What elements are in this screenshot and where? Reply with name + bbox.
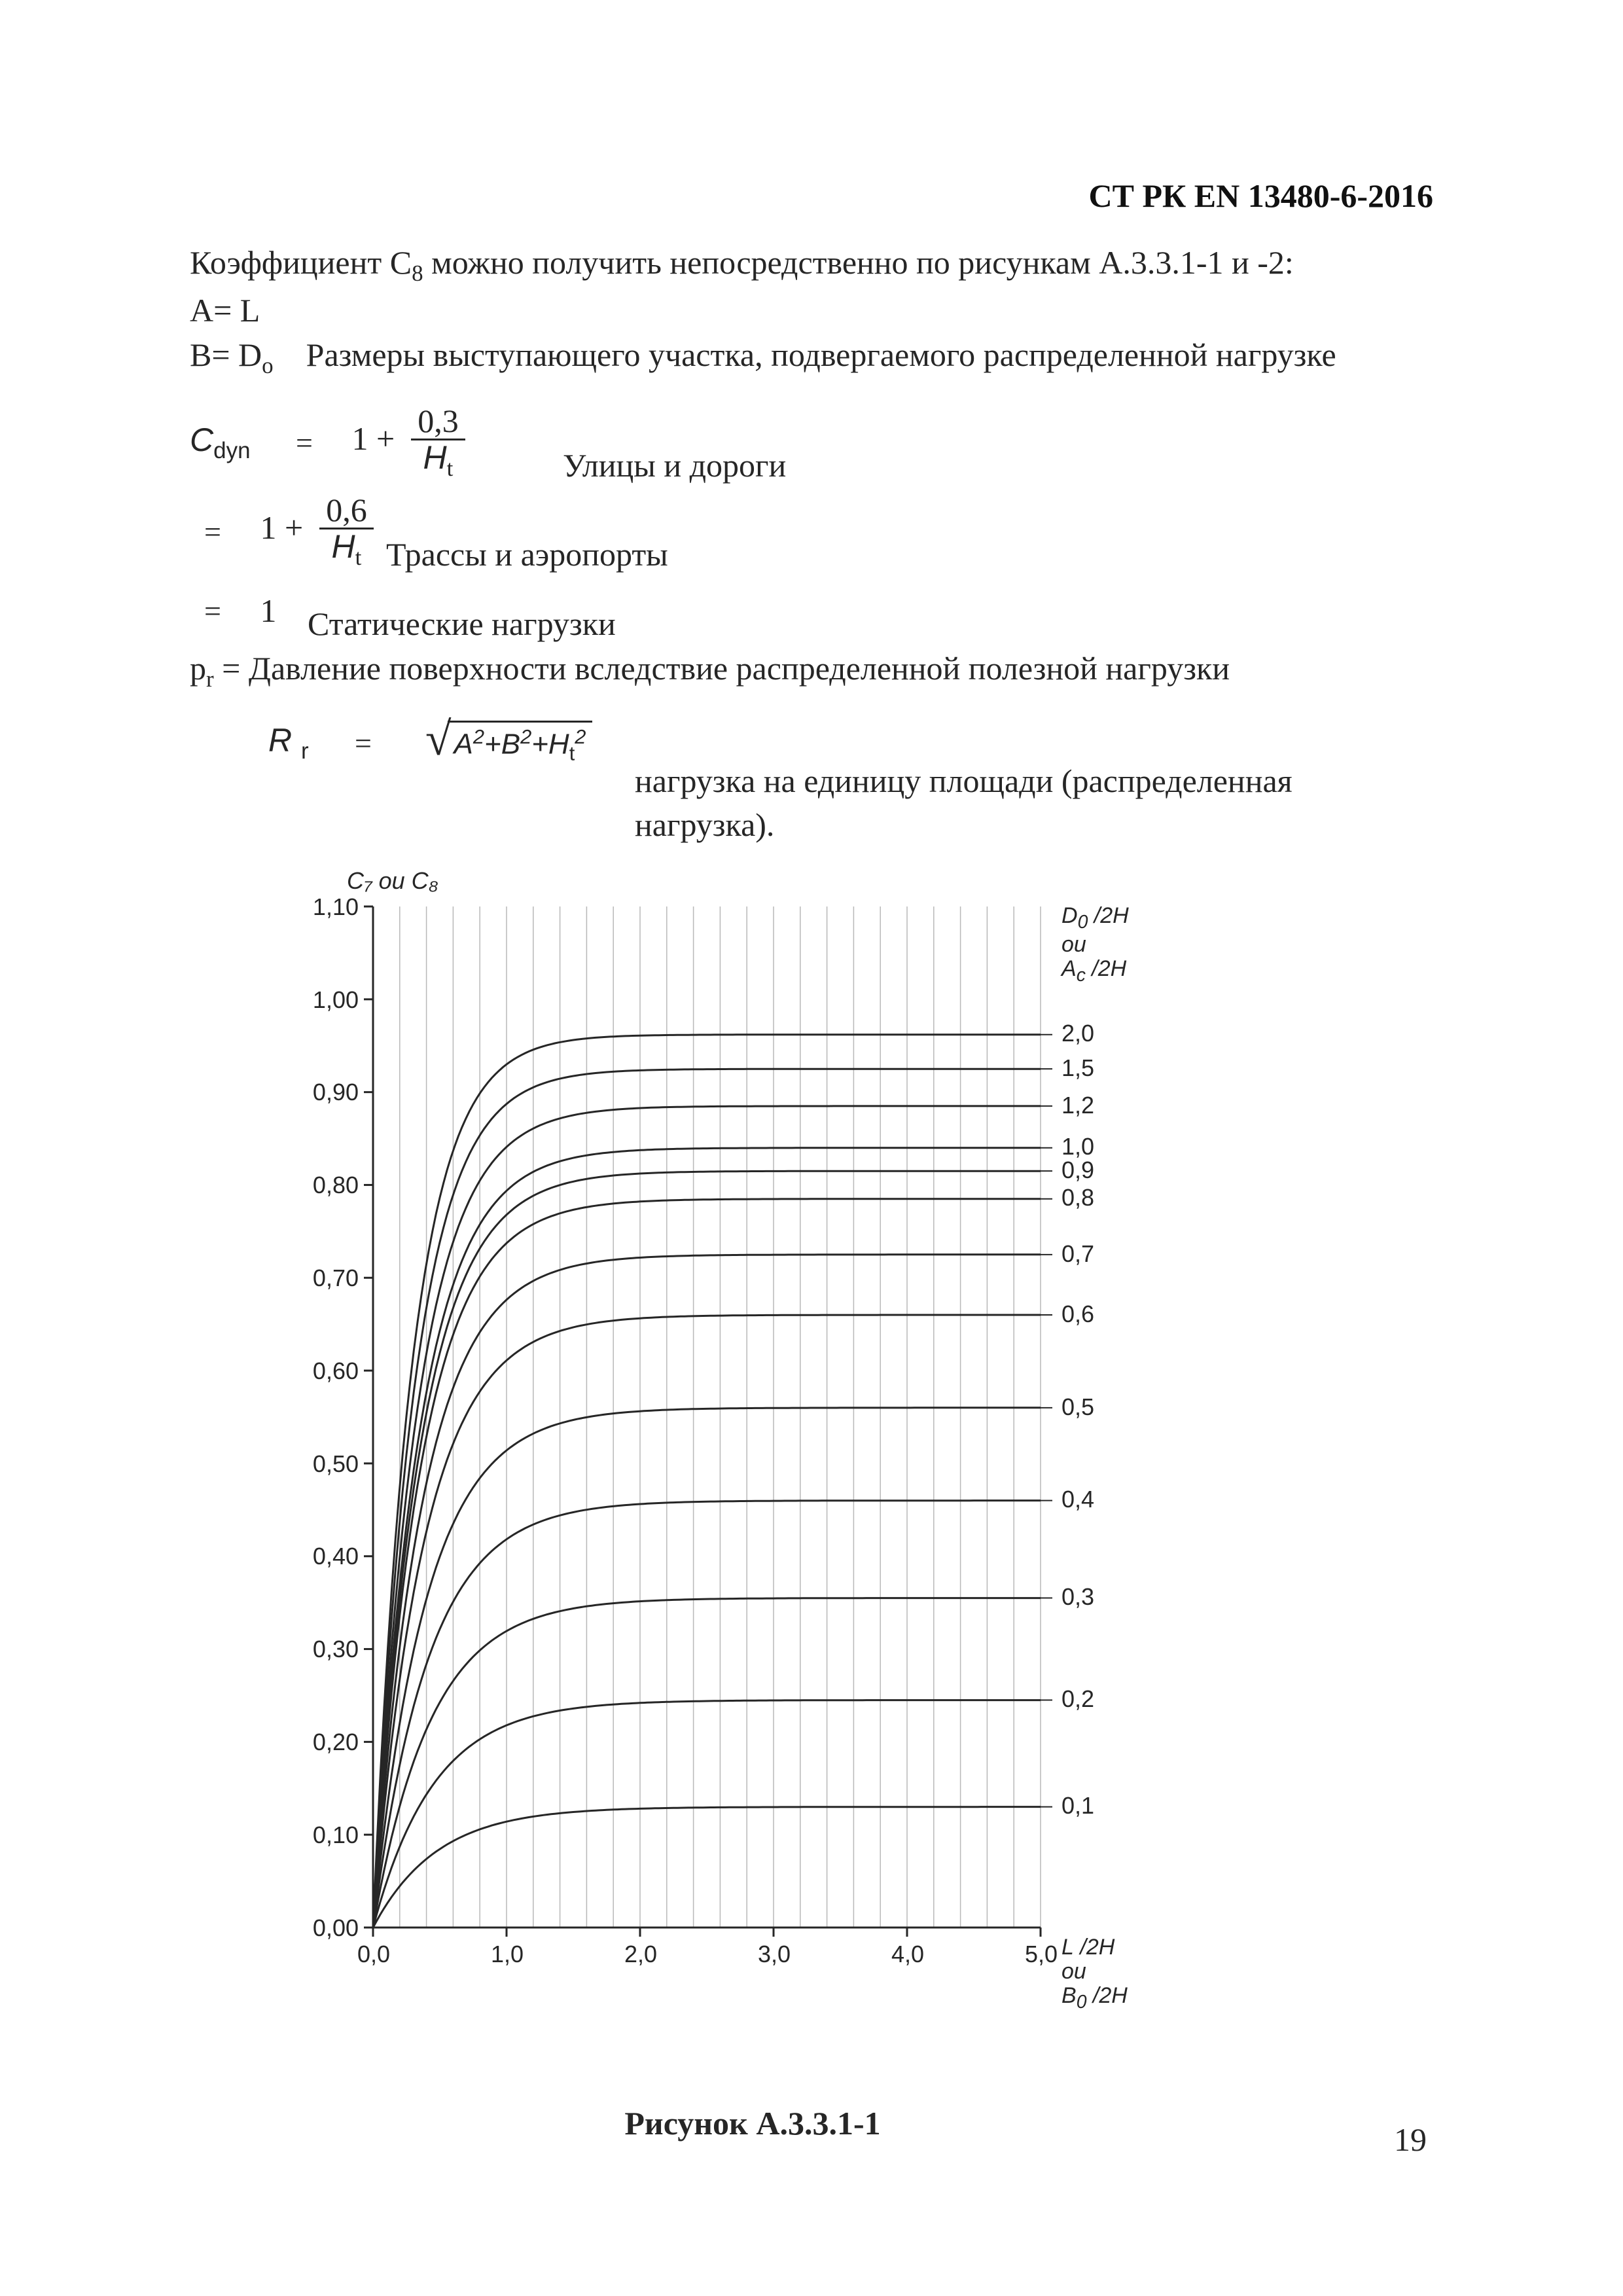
series-label: 2,0	[1061, 1020, 1094, 1047]
ytick-label: 1,00	[313, 986, 359, 1014]
chart-svg	[288, 867, 1099, 1967]
ytick-label: 0,20	[313, 1729, 359, 1756]
xtick-label: 2,0	[624, 1941, 657, 1968]
text: H	[423, 439, 447, 476]
rr-symbol: R r	[268, 721, 340, 764]
series-label: 1,2	[1061, 1092, 1094, 1119]
equals: =	[340, 726, 386, 761]
text: нагрузка).	[635, 806, 774, 843]
text: = Давление поверхности вследствие распре…	[214, 650, 1230, 687]
series-label: 0,2	[1061, 1685, 1094, 1713]
fraction: 0,3 Ht	[411, 404, 465, 480]
xtick-label: 5,0	[1025, 1941, 1058, 1968]
c8-sub: 8	[412, 260, 423, 286]
pr-line: pr = Давление поверхности вследствие рас…	[190, 647, 1433, 694]
text: R	[268, 722, 292, 759]
airport-note: Трассы и аэропорты	[386, 535, 668, 573]
text: 1 +	[260, 509, 304, 546]
series-legend-header: D0 /2HouAc /2H	[1061, 904, 1129, 986]
do-sub: o	[262, 353, 274, 378]
text: p	[190, 650, 206, 687]
sqrt: √ A2+B2+Ht2	[425, 721, 592, 765]
series-label: 0,3	[1061, 1583, 1094, 1611]
ytick-label: 0,50	[313, 1450, 359, 1478]
figure-caption: Рисунок A.3.3.1-1	[288, 2104, 1217, 2142]
ytick-label: 0,00	[313, 1914, 359, 1942]
equals: =	[190, 594, 236, 628]
numerator: 0,3	[411, 404, 465, 440]
xtick-label: 3,0	[758, 1941, 791, 1968]
chart-ytitle: C₇ ou C₈	[347, 867, 438, 895]
text: 1 +	[352, 420, 395, 457]
series-label: 0,1	[1061, 1792, 1094, 1820]
text: можно получить непосредственно по рисунк…	[423, 244, 1294, 281]
series-label: 1,5	[1061, 1054, 1094, 1082]
road-note: Улицы и дороги	[563, 446, 786, 484]
cdyn-rhs-1: 1 + 0,3 Ht	[327, 404, 537, 480]
text: r	[301, 738, 309, 764]
ytick-label: 1,10	[313, 893, 359, 921]
text: Коэффициент C	[190, 244, 412, 281]
doc-header: СТ РК EN 13480-6-2016	[190, 177, 1433, 215]
series-label: 0,6	[1061, 1300, 1094, 1328]
xaxis-rhs-label: L /2HouB0 /2H	[1061, 1935, 1128, 2013]
cdyn-symbol: Cdyn	[190, 421, 281, 464]
b-equals-do: B= Do Размеры выступающего участка, подв…	[190, 333, 1433, 381]
text: 2	[575, 725, 586, 748]
ytick-label: 0,10	[313, 1821, 359, 1849]
intro-line: Коэффициент C8 можно получить непосредст…	[190, 241, 1433, 289]
text: нагрузка на единицу площади (распределен…	[635, 762, 1293, 799]
ytick-label: 0,70	[313, 1265, 359, 1292]
text: Размеры выступающего участка, подвергаем…	[298, 336, 1336, 373]
text: r	[206, 666, 214, 692]
ytick-label: 0,80	[313, 1172, 359, 1199]
xtick-label: 4,0	[891, 1941, 924, 1968]
series-label: 0,5	[1061, 1393, 1094, 1421]
static-note: Статические нагрузки	[308, 605, 616, 643]
load-note: нагрузка на единицу площади (распределен…	[635, 759, 1433, 848]
equals: =	[281, 425, 327, 460]
xtick-label: 0,0	[357, 1941, 390, 1968]
ytick-label: 0,90	[313, 1079, 359, 1106]
denominator: Ht	[411, 440, 465, 481]
rr-rhs: √ A2+B2+Ht2	[425, 721, 592, 765]
denominator: Ht	[319, 529, 374, 570]
fraction: 0,6 Ht	[319, 493, 374, 569]
text: t	[447, 456, 454, 481]
text: t	[355, 545, 362, 570]
equals: =	[190, 514, 236, 549]
series-label: 0,8	[1061, 1184, 1094, 1211]
text: t	[569, 742, 575, 765]
text: H	[332, 528, 355, 565]
radicand: A2+B2+Ht2	[448, 721, 593, 765]
chart-area: 0,000,100,200,300,400,500,600,700,800,90…	[288, 867, 1099, 2065]
series-label: 0,4	[1061, 1486, 1094, 1513]
text: C	[190, 422, 213, 458]
ytick-label: 0,40	[313, 1543, 359, 1570]
text: B= D	[190, 336, 262, 373]
numerator: 0,6	[319, 493, 374, 529]
ytick-label: 0,30	[313, 1636, 359, 1663]
ytick-label: 0,60	[313, 1357, 359, 1385]
xtick-label: 1,0	[491, 1941, 524, 1968]
series-label: 0,9	[1061, 1157, 1094, 1184]
text: dyn	[213, 438, 250, 463]
text: 1	[260, 592, 277, 629]
a-equals-l: A= L	[190, 289, 1433, 333]
page-number: 19	[1394, 2121, 1427, 2159]
series-label: 0,7	[1061, 1240, 1094, 1268]
